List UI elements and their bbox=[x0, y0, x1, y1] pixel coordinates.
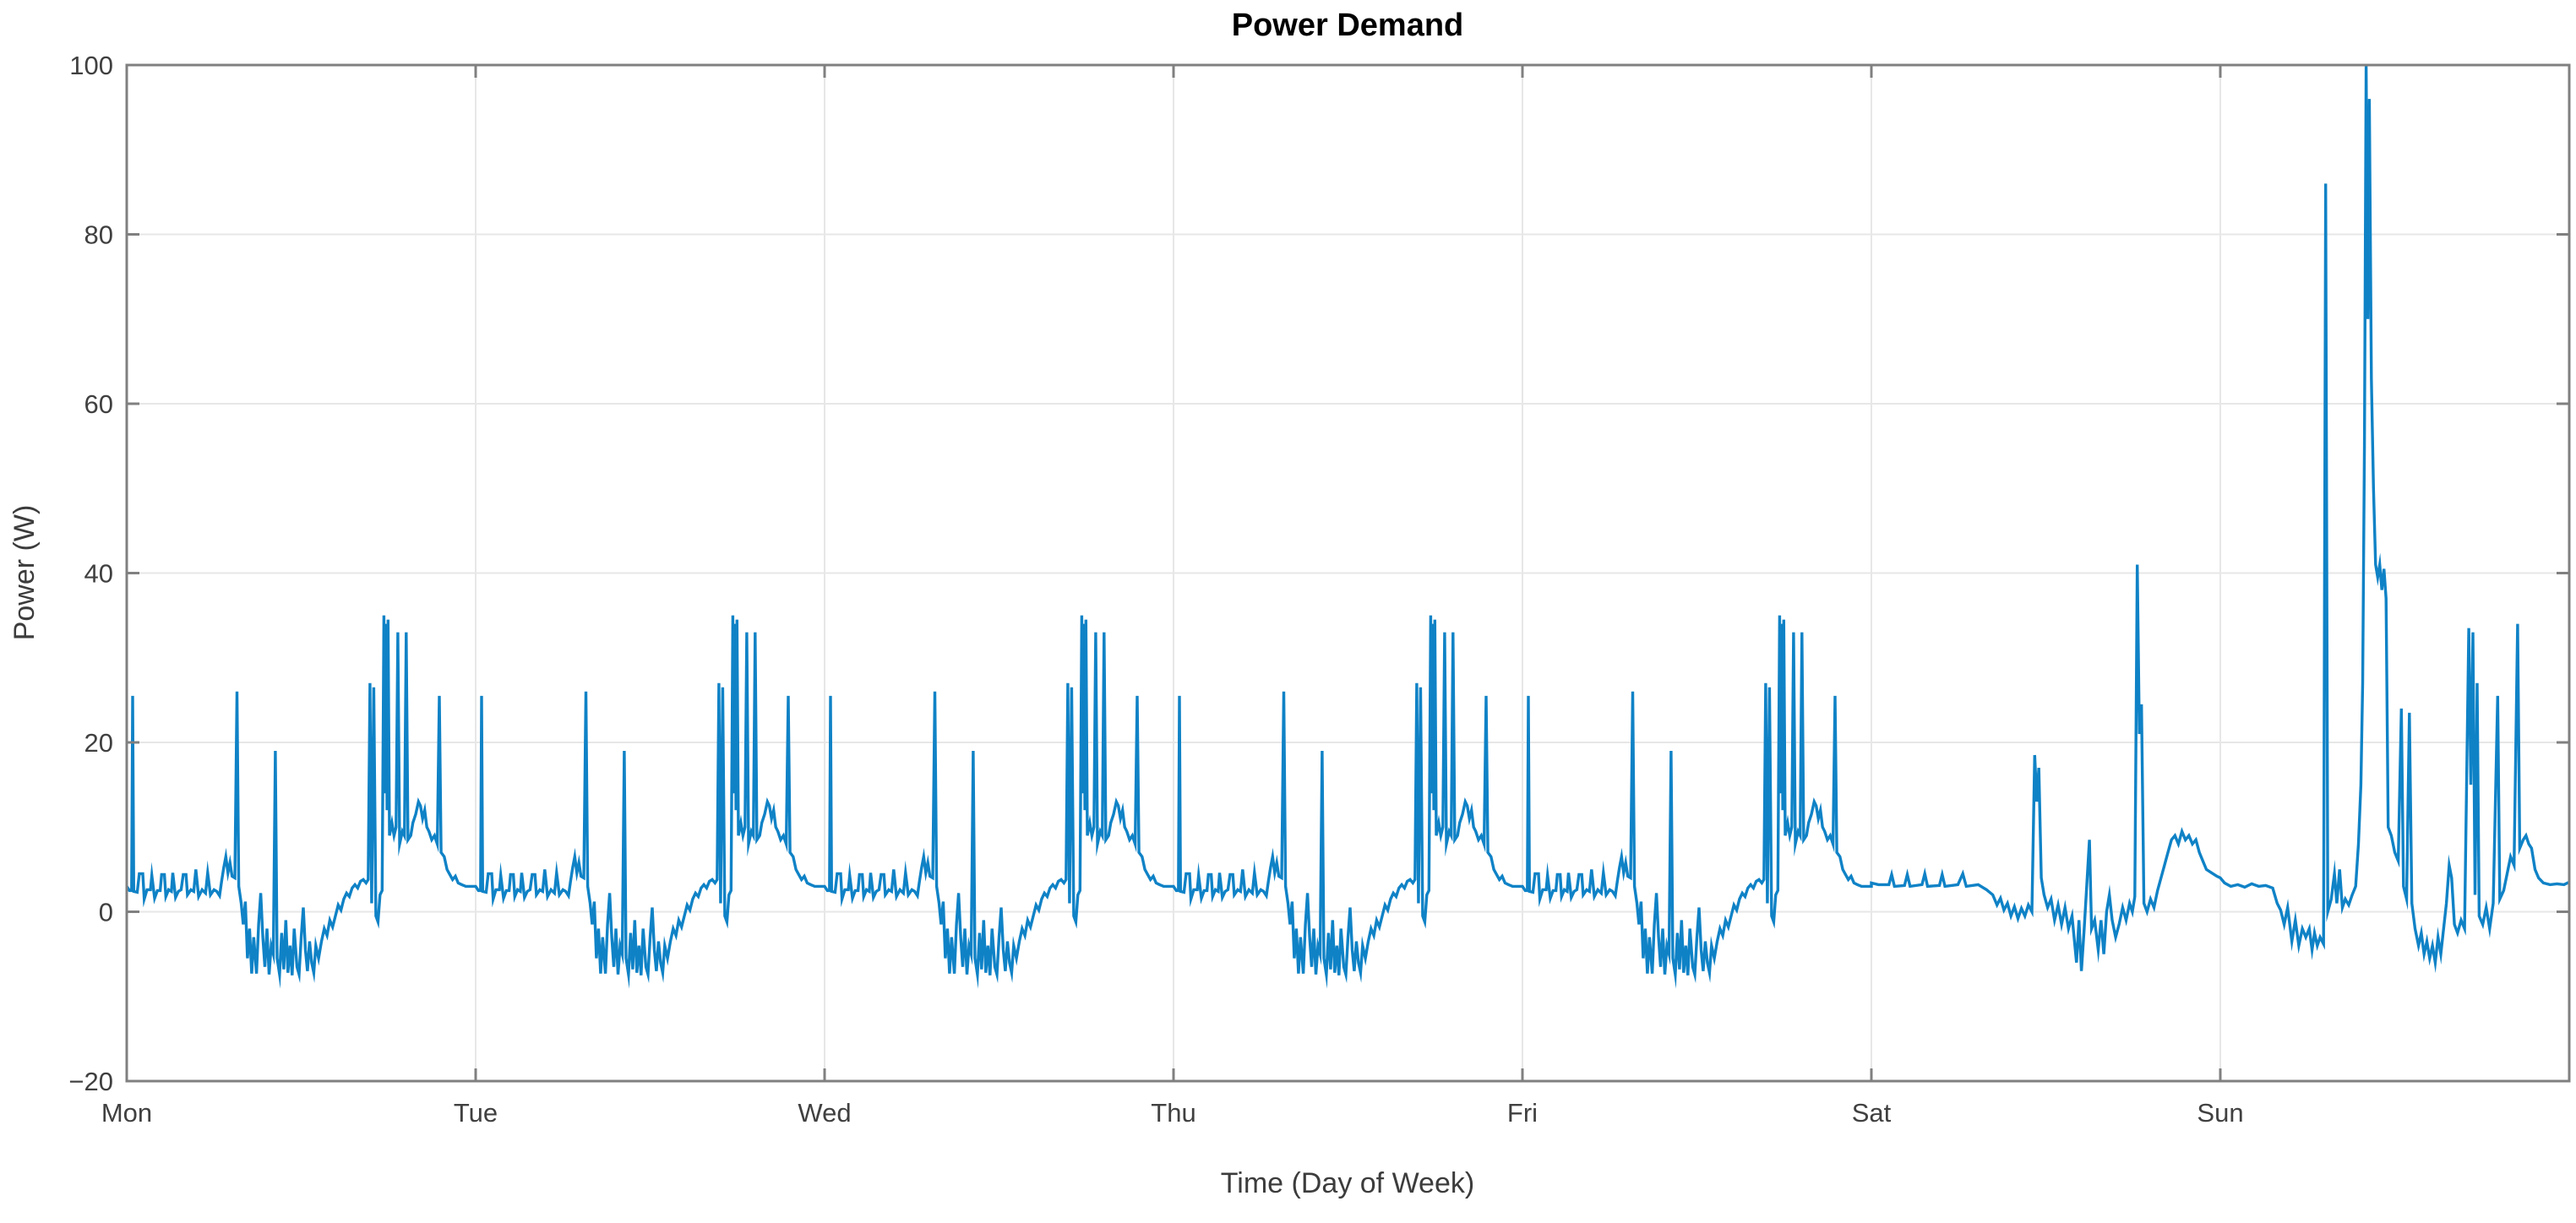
x-tick-label: Wed bbox=[798, 1098, 851, 1128]
x-tick-label: Fri bbox=[1507, 1098, 1538, 1128]
y-tick-label: 20 bbox=[84, 728, 113, 758]
x-tick-label: Tue bbox=[454, 1098, 498, 1128]
axis-layer bbox=[125, 63, 2571, 1083]
x-axis-label: Time (Day of Week) bbox=[1221, 1167, 1474, 1199]
y-tick-label: 40 bbox=[84, 559, 113, 589]
series-layer bbox=[125, 64, 2570, 989]
grid-layer bbox=[127, 65, 2569, 1081]
y-tick-label: 80 bbox=[84, 220, 113, 250]
x-tick-label: Mon bbox=[101, 1098, 152, 1128]
y-tick-label: −20 bbox=[68, 1067, 113, 1096]
y-tick-label: 0 bbox=[99, 898, 113, 927]
y-axis-label: Power (W) bbox=[8, 505, 41, 641]
x-tick-label: Thu bbox=[1151, 1098, 1195, 1128]
y-tick-label: 100 bbox=[69, 51, 113, 80]
power-demand-line bbox=[125, 64, 2570, 989]
x-tick-label: Sun bbox=[2197, 1098, 2243, 1128]
y-tick-label: 60 bbox=[84, 389, 113, 419]
x-tick-label: Sat bbox=[1852, 1098, 1892, 1128]
chart-title: Power Demand bbox=[1232, 8, 1464, 43]
tick-label-layer: −20 0 20 40 60 80 100 Mon Tue Wed Thu Fri Sat Sun bbox=[68, 51, 2243, 1128]
